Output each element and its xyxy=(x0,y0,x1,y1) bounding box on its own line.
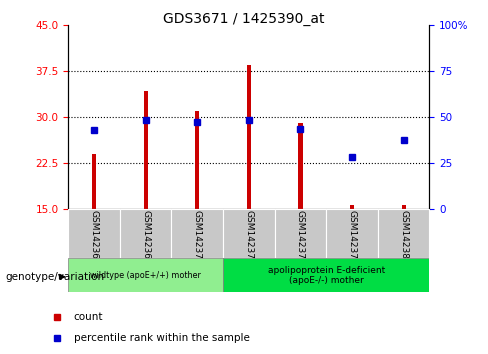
Text: wildtype (apoE+/+) mother: wildtype (apoE+/+) mother xyxy=(90,271,201,280)
Bar xyxy=(326,209,378,258)
Bar xyxy=(92,154,96,209)
Text: GSM142369: GSM142369 xyxy=(141,210,150,265)
Text: genotype/variation: genotype/variation xyxy=(5,272,104,282)
Bar xyxy=(120,209,171,258)
Bar xyxy=(143,91,148,209)
Text: GSM142376: GSM142376 xyxy=(347,210,357,265)
Bar xyxy=(378,209,429,258)
Text: GSM142374: GSM142374 xyxy=(296,210,305,265)
Bar xyxy=(68,209,120,258)
Bar xyxy=(350,205,354,209)
Bar xyxy=(171,209,223,258)
Bar xyxy=(402,205,406,209)
Text: GSM142380: GSM142380 xyxy=(399,210,408,265)
Text: GDS3671 / 1425390_at: GDS3671 / 1425390_at xyxy=(163,12,325,27)
Bar xyxy=(223,258,429,292)
Bar xyxy=(68,258,223,292)
Text: GSM142370: GSM142370 xyxy=(193,210,202,265)
Bar xyxy=(247,65,251,209)
Text: percentile rank within the sample: percentile rank within the sample xyxy=(74,332,249,343)
Text: GSM142372: GSM142372 xyxy=(244,210,253,265)
Text: count: count xyxy=(74,312,103,322)
Bar xyxy=(195,111,200,209)
Bar xyxy=(298,123,303,209)
Bar xyxy=(275,209,326,258)
Bar xyxy=(223,209,275,258)
Text: apolipoprotein E-deficient
(apoE-/-) mother: apolipoprotein E-deficient (apoE-/-) mot… xyxy=(267,266,385,285)
Text: GSM142367: GSM142367 xyxy=(90,210,99,265)
